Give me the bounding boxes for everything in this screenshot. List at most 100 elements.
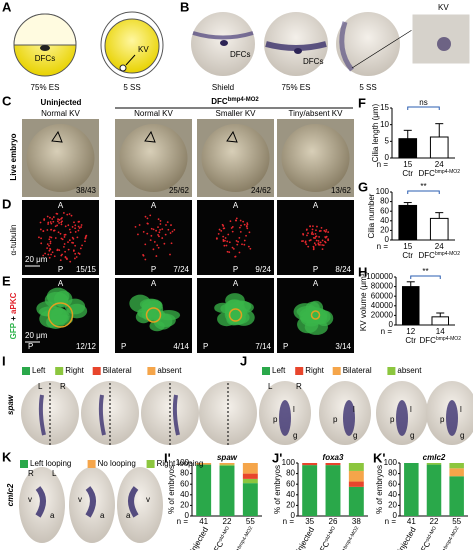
- organ-label: g: [410, 431, 414, 440]
- y-axis-label: Cilia number: [367, 193, 376, 238]
- cilium: [324, 230, 327, 233]
- heart-stain: [35, 486, 46, 518]
- n-label: n =: [385, 517, 397, 526]
- cilium: [231, 230, 234, 233]
- bar-segment: [302, 463, 318, 466]
- x-tick-label: DFCbmp4-MO2: [435, 525, 464, 550]
- y-axis-label: % of embryos: [273, 465, 282, 514]
- legend-label: Right looping: [157, 459, 204, 468]
- count: 24/62: [251, 186, 272, 195]
- cilium: [309, 225, 311, 228]
- kv-arrowhead: [226, 130, 238, 143]
- panel-letter: B: [180, 0, 189, 14]
- category-sup: bmp4-MO2: [435, 251, 460, 257]
- cilium: [230, 227, 233, 229]
- photo: [115, 200, 192, 275]
- y-axis-label: % of embryos: [375, 465, 384, 514]
- cilium: [81, 244, 83, 247]
- cilium: [321, 239, 324, 242]
- cilium: [240, 224, 242, 227]
- y-tick-label: 80000: [371, 282, 394, 291]
- bar-segment: [426, 463, 442, 465]
- axis-label: P: [28, 342, 33, 351]
- cilium: [137, 233, 139, 236]
- bar-segment: [325, 463, 341, 466]
- count: 4/14: [173, 342, 189, 351]
- cilium: [315, 229, 317, 232]
- cilium: [307, 232, 309, 235]
- label: DFCs: [303, 57, 323, 66]
- cilium: [138, 224, 141, 226]
- cilium: [316, 225, 318, 228]
- y-tick-label: 40: [388, 490, 397, 499]
- heart-stain: [85, 486, 96, 518]
- panel-ijk: I spaw J foxa3 K cmlc2 L Rp g l p g l p g l p g l L Rv…: [2, 353, 473, 543]
- cilium: [39, 221, 42, 224]
- legend-label: Right: [305, 366, 324, 375]
- category-text: DFC: [334, 547, 350, 550]
- stage-label: 75% ES: [282, 83, 311, 92]
- column-label: Smaller KV: [215, 109, 256, 118]
- cilium: [238, 236, 241, 239]
- n-value: 55: [246, 517, 255, 526]
- y-tick-label: 100: [384, 458, 398, 467]
- y-tick-label: 80: [388, 469, 397, 478]
- cilium: [152, 228, 155, 231]
- significance-bracket: [410, 275, 441, 279]
- n-value: 22: [430, 517, 439, 526]
- cilium: [164, 233, 167, 236]
- organ-label: l: [460, 405, 462, 414]
- cilium: [319, 241, 322, 244]
- y-tick-label: 20: [380, 226, 389, 235]
- y-tick-label: 10: [380, 120, 389, 129]
- cilium: [48, 244, 50, 247]
- legend-swatch: [262, 367, 270, 375]
- spaw-stain: [98, 394, 106, 436]
- axis-label: P: [121, 342, 126, 351]
- cilium: [246, 223, 249, 226]
- y-tick-label: 60: [180, 479, 189, 488]
- y-tick-label: 20: [180, 501, 189, 510]
- cilium: [144, 258, 147, 261]
- cilium: [152, 248, 155, 251]
- row-label: Live embryo: [9, 133, 18, 180]
- cilium: [49, 240, 52, 243]
- cilium: [67, 224, 70, 227]
- bar-segment: [426, 464, 442, 516]
- y-tick-label: 100: [376, 187, 390, 196]
- cilium: [157, 246, 160, 249]
- dfc-stain: [294, 48, 302, 54]
- side-label: R: [296, 382, 302, 391]
- cilium: [324, 236, 327, 239]
- significance: **: [420, 182, 426, 191]
- bar: [431, 316, 450, 326]
- cilium: [39, 228, 42, 231]
- category-sup: bmp4-MO2: [435, 169, 460, 175]
- cilium: [58, 222, 60, 224]
- n-value: 22: [223, 517, 232, 526]
- column-label: Normal KV: [134, 109, 173, 118]
- bar-segment: [325, 465, 341, 516]
- cilium: [147, 222, 149, 225]
- cilium: [61, 216, 63, 219]
- organ-label: g: [460, 431, 464, 440]
- organ-label: g: [293, 431, 297, 440]
- cilium: [54, 225, 57, 228]
- chart-title: foxa3: [323, 453, 344, 462]
- y-tick-label: 0: [385, 235, 390, 244]
- cilium: [246, 222, 249, 225]
- x-tick-label: DFCstd-MO: [209, 525, 233, 550]
- chamber-label: a: [126, 511, 131, 520]
- n-value: 35: [305, 517, 314, 526]
- group-sup: bmp4-MO2: [228, 97, 260, 103]
- cilium: [72, 237, 75, 240]
- legend-label: Bilateral: [343, 366, 372, 375]
- legend-label: absent: [397, 366, 422, 375]
- cilium: [149, 214, 152, 217]
- cilium: [47, 223, 49, 225]
- category-text: DFC: [419, 169, 436, 178]
- axis-label: A: [313, 279, 319, 288]
- cilium: [153, 241, 156, 243]
- axis-label: P: [58, 265, 63, 274]
